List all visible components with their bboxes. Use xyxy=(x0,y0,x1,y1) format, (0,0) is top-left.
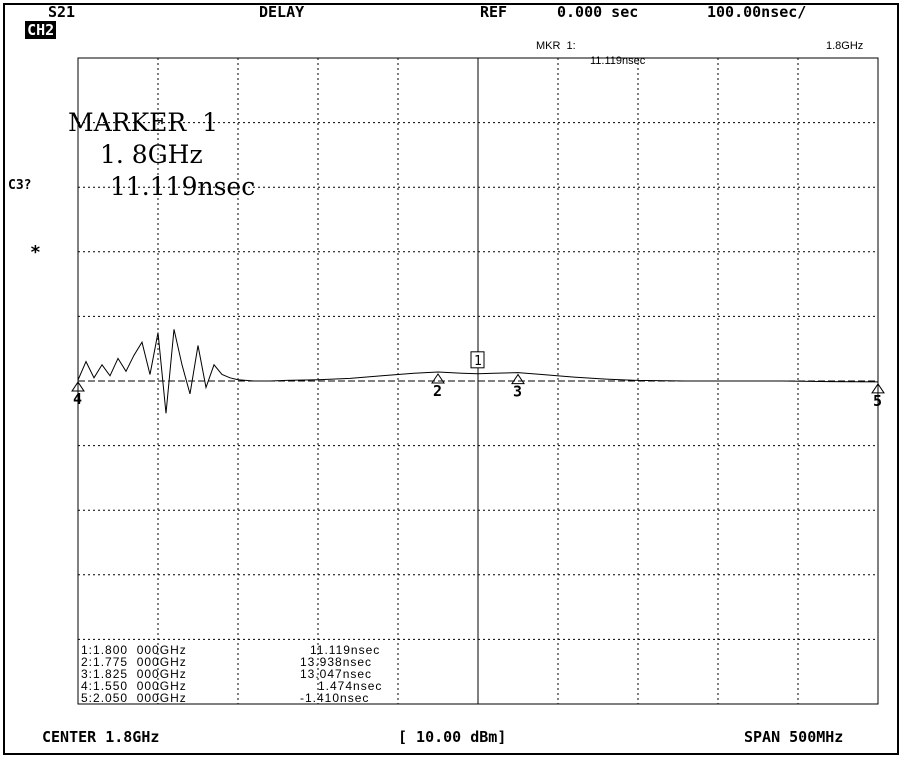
delay-trace-line xyxy=(77,329,879,414)
ref-label: REF xyxy=(480,3,508,21)
marker-list-row: 2:1.775 000GHz xyxy=(81,655,187,669)
marker-4-label: 4 xyxy=(73,390,82,408)
marker-list-row: 1:1.800 000GHz xyxy=(81,643,187,657)
s-parameter-label: S21 xyxy=(48,3,76,21)
center-frequency: CENTER 1.8GHz xyxy=(42,728,160,746)
marker-list-value: 1.474nsec xyxy=(318,679,383,693)
marker-list-value: 13.047nsec xyxy=(300,667,373,681)
marker-1-box xyxy=(470,351,485,369)
marker-readout-freq: 1.8GHz xyxy=(826,40,864,52)
marker-list-value: -1.410nsec xyxy=(300,691,370,705)
analyzer-display-frame xyxy=(3,3,899,755)
marker-big-freq: 1. 8GHz xyxy=(100,140,203,169)
marker-3-label: 3 xyxy=(513,383,522,401)
marker-5-label: 5 xyxy=(873,392,882,410)
status-star: * xyxy=(30,242,41,263)
scale-per-div: 100.00nsec/ xyxy=(707,3,807,21)
marker-2-label: 2 xyxy=(433,382,442,400)
calibration-status: C3? xyxy=(8,178,32,193)
marker-list-value: 11.119nsec xyxy=(310,643,381,657)
channel-label: CH2 xyxy=(25,21,57,39)
marker-list-row: 3:1.825 000GHz xyxy=(81,667,187,681)
marker-big-title: MARKER 1 xyxy=(68,108,219,137)
marker-list-row: 4:1.550 000GHz xyxy=(81,679,187,693)
format-label: DELAY xyxy=(259,3,305,21)
channel-badge: CH2 xyxy=(7,3,57,39)
source-power: [ 10.00 dBm] xyxy=(398,728,507,746)
marker-3-triangle xyxy=(511,373,525,385)
frequency-span: SPAN 500MHz xyxy=(744,728,844,746)
marker-list-value: 13.938nsec xyxy=(300,655,373,669)
marker-1-label: 1 xyxy=(474,354,482,369)
marker-readout-label: MKR 1: xyxy=(536,40,576,52)
marker-5-triangle xyxy=(871,383,885,394)
marker-big-value: 11.119nsec xyxy=(110,172,256,201)
ref-value: 0.000 sec xyxy=(557,3,639,21)
marker-4-triangle xyxy=(71,381,85,392)
marker-list-row: 5:2.050 000GHz xyxy=(81,691,187,705)
marker-2-triangle xyxy=(431,373,445,384)
